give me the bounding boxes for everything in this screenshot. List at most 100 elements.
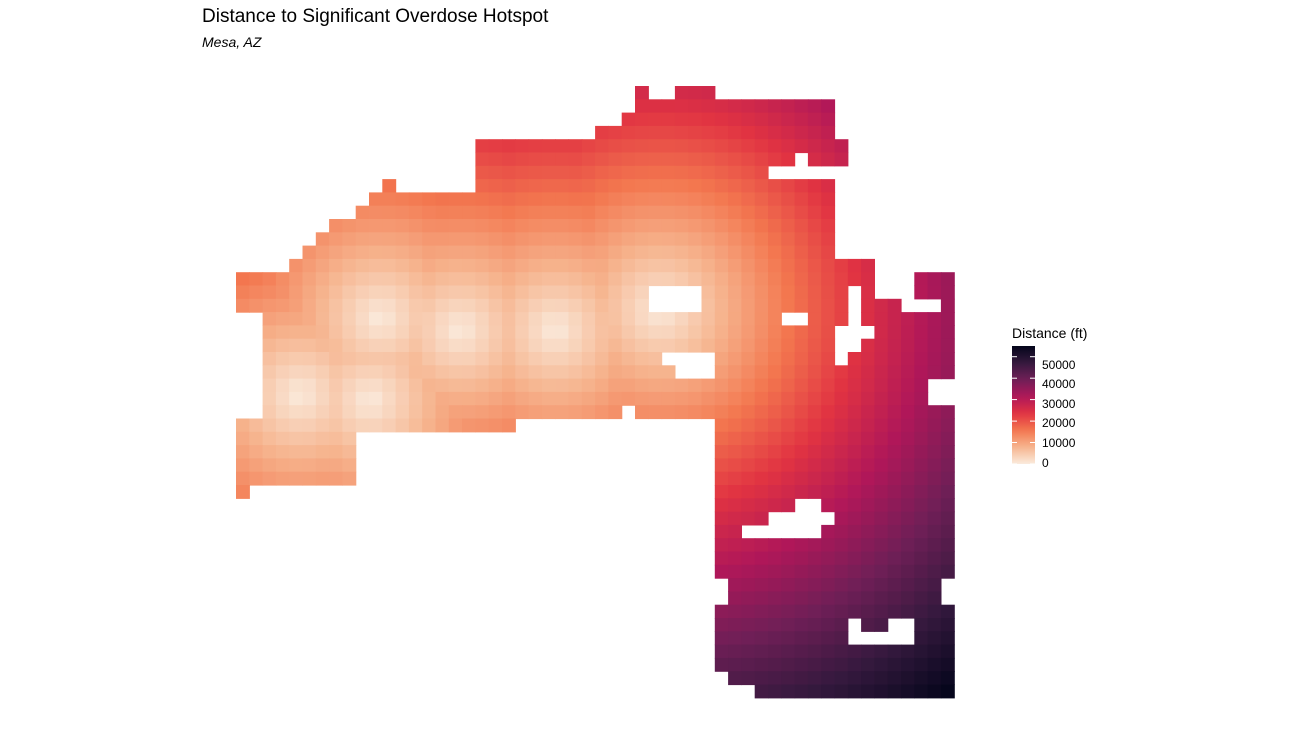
heatmap-cell <box>635 125 649 140</box>
heatmap-cell <box>608 205 623 220</box>
heatmap-cell <box>541 272 556 287</box>
heatmap-cell <box>395 205 410 220</box>
heatmap-cell <box>621 139 636 154</box>
heatmap-cell <box>581 352 596 366</box>
heatmap-cell <box>515 405 530 420</box>
heatmap-cell <box>701 245 716 260</box>
heatmap-cell <box>807 232 822 247</box>
heatmap-cell <box>807 644 822 659</box>
heatmap-cell <box>555 192 570 207</box>
heatmap-cell <box>874 458 889 473</box>
heatmap-cell <box>515 232 530 247</box>
heatmap-cell <box>847 418 862 433</box>
heatmap-cell <box>435 418 450 433</box>
heatmap-cell <box>262 458 277 473</box>
heatmap-cell <box>940 524 955 539</box>
heatmap-cell <box>382 219 397 233</box>
heatmap-cell <box>541 179 556 193</box>
heatmap-cell <box>608 245 623 260</box>
legend-tick-label: 40000 <box>1042 377 1076 391</box>
heatmap-cell <box>608 365 623 380</box>
heatmap-cell <box>741 618 756 632</box>
heatmap-cell <box>249 285 264 300</box>
heatmap-cell <box>595 391 609 406</box>
heatmap-cell <box>635 405 649 420</box>
heatmap-cell <box>794 325 809 340</box>
heatmap-cell <box>515 152 530 167</box>
heatmap-cell <box>714 604 729 619</box>
heatmap-cell <box>435 365 450 380</box>
heatmap-cell <box>515 219 530 233</box>
heatmap-cell <box>621 325 636 340</box>
heatmap-cell <box>382 352 397 366</box>
heatmap-cell <box>794 112 809 127</box>
heatmap-cell <box>661 192 676 207</box>
heatmap-cell <box>781 285 796 300</box>
heatmap-cell <box>821 458 836 473</box>
heatmap-cell <box>807 285 822 300</box>
heatmap-cell <box>674 112 689 127</box>
heatmap-cell <box>794 139 809 154</box>
heatmap-cell <box>887 671 902 686</box>
heatmap-cell <box>794 684 809 699</box>
heatmap-cell <box>874 564 889 579</box>
heatmap-cell <box>821 564 836 579</box>
heatmap-cell <box>275 445 290 459</box>
heatmap-cell <box>581 179 596 193</box>
heatmap-cell <box>768 644 782 659</box>
heatmap-cell <box>462 298 476 313</box>
heatmap-cell <box>914 352 929 366</box>
heatmap-cell <box>528 179 543 193</box>
heatmap-cell <box>741 471 756 486</box>
heatmap-cell <box>940 498 955 513</box>
heatmap-cell <box>635 391 649 406</box>
heatmap-cell <box>502 391 516 406</box>
heatmap-cell <box>661 258 676 273</box>
heatmap-cell <box>754 179 769 193</box>
heatmap-cell <box>781 391 796 406</box>
heatmap-cell <box>807 219 822 233</box>
heatmap-cell <box>714 524 729 539</box>
heatmap-cell <box>382 338 397 353</box>
heatmap-cell <box>714 631 729 646</box>
heatmap-cell <box>728 245 742 260</box>
heatmap-cell <box>674 312 689 326</box>
heatmap-cell <box>821 644 836 659</box>
heatmap-cell <box>741 338 756 353</box>
heatmap-cell <box>608 139 623 154</box>
heatmap-cell <box>329 378 343 393</box>
heatmap-cell <box>714 365 729 380</box>
heatmap-cell <box>701 205 716 220</box>
heatmap-cell <box>648 139 663 154</box>
heatmap-cell <box>874 671 889 686</box>
heatmap-cell <box>488 378 503 393</box>
heatmap-cell <box>914 272 929 287</box>
heatmap-cell <box>714 285 729 300</box>
heatmap-cell <box>488 352 503 366</box>
heatmap-cell <box>768 205 782 220</box>
heatmap-cell <box>661 312 676 326</box>
heatmap-cell <box>448 205 463 220</box>
heatmap-cell <box>834 258 849 273</box>
heatmap-cell <box>369 245 383 260</box>
heatmap-cell <box>714 179 729 193</box>
heatmap-cell <box>355 378 370 393</box>
heatmap-cell <box>728 604 742 619</box>
heatmap-cell <box>847 564 862 579</box>
heatmap-cell <box>794 125 809 140</box>
heatmap-cell <box>329 352 343 366</box>
heatmap-cell <box>275 352 290 366</box>
heatmap-cell <box>621 352 636 366</box>
heatmap-cell <box>701 285 716 300</box>
heatmap-cell <box>940 285 955 300</box>
heatmap-cell <box>342 391 357 406</box>
heatmap-cell <box>648 112 663 127</box>
heatmap-cell <box>794 272 809 287</box>
heatmap-cell <box>555 405 570 420</box>
heatmap-cell <box>355 298 370 313</box>
heatmap-cell <box>355 338 370 353</box>
heatmap-cell <box>355 245 370 260</box>
heatmap-cell <box>901 498 915 513</box>
heatmap-cell <box>621 152 636 167</box>
heatmap-cell <box>914 431 929 446</box>
